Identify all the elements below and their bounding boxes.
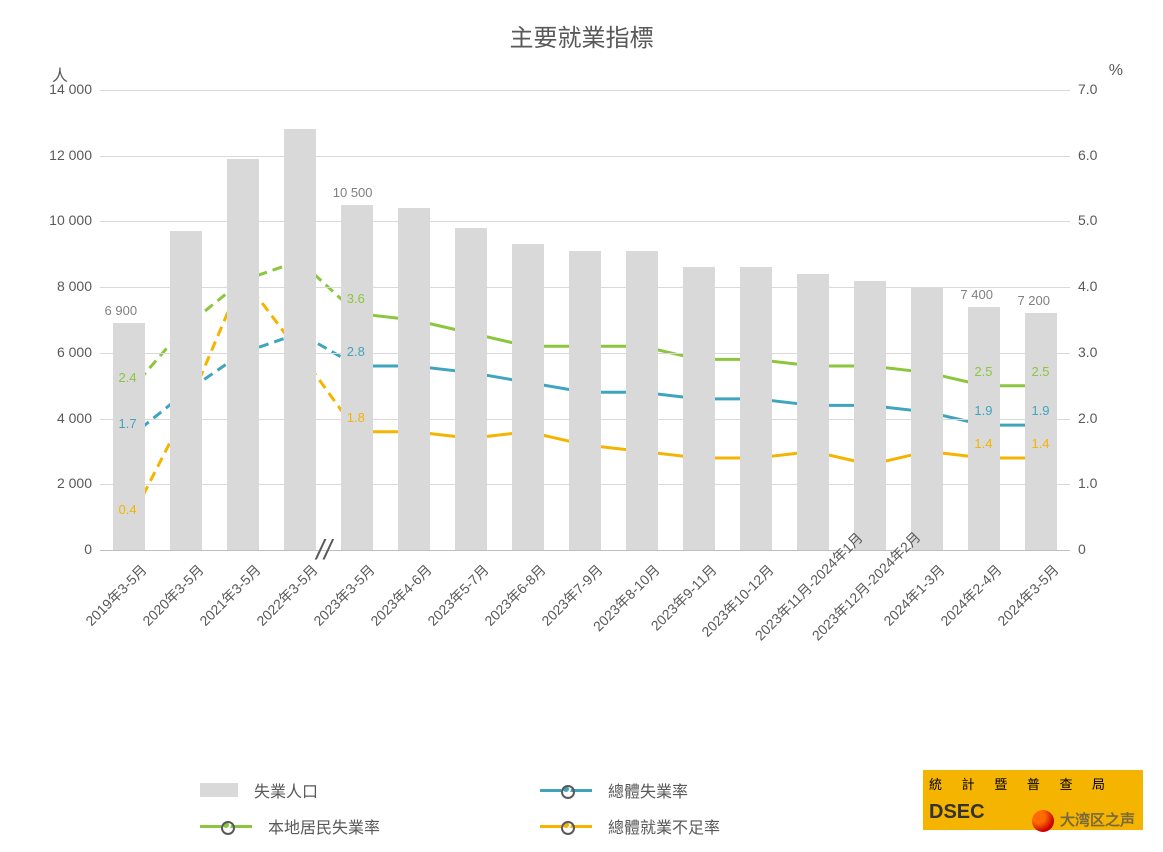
legend-item: 總體失業率 bbox=[540, 778, 820, 802]
y-left-tick: 10 000 bbox=[32, 212, 92, 228]
bar bbox=[797, 274, 829, 550]
watermark: 大湾区之声 bbox=[1032, 809, 1135, 832]
bar bbox=[455, 228, 487, 550]
line-value-label: 1.4 bbox=[974, 436, 992, 451]
plot-area: 02 0004 0006 0008 00010 00012 00014 0000… bbox=[100, 90, 1070, 550]
y-right-tick: 1.0 bbox=[1078, 475, 1128, 491]
y-left-tick: 12 000 bbox=[32, 147, 92, 163]
bar-value-label: 7 400 bbox=[960, 287, 993, 302]
legend-swatch-line bbox=[540, 789, 592, 792]
y-left-tick: 0 bbox=[32, 541, 92, 557]
y-right-tick: 0 bbox=[1078, 541, 1128, 557]
legend-marker-icon bbox=[221, 820, 231, 830]
legend-label: 本地居民失業率 bbox=[268, 814, 380, 838]
line-value-label: 2.5 bbox=[974, 364, 992, 379]
bar bbox=[569, 251, 601, 550]
y-left-tick: 14 000 bbox=[32, 81, 92, 97]
bar-value-label: 10 500 bbox=[333, 185, 373, 200]
bar bbox=[227, 159, 259, 550]
bar bbox=[911, 287, 943, 550]
line-value-label: 1.8 bbox=[347, 410, 365, 425]
legend-label: 總體就業不足率 bbox=[608, 814, 720, 838]
legend-marker-icon bbox=[561, 820, 571, 830]
legend-swatch-line bbox=[200, 825, 252, 828]
line-value-label: 1.9 bbox=[974, 403, 992, 418]
y-right-tick: 3.0 bbox=[1078, 344, 1128, 360]
legend-item: 總體就業不足率 bbox=[540, 814, 820, 838]
bar bbox=[683, 267, 715, 550]
bar bbox=[284, 129, 316, 550]
line-value-label: 2.8 bbox=[347, 344, 365, 359]
logo-top-text: 統 計 暨 普 查 局 bbox=[929, 774, 1137, 793]
bar bbox=[398, 208, 430, 550]
chart-container: 人 % 02 0004 0006 0008 00010 00012 00014 … bbox=[30, 60, 1133, 700]
bar-value-label: 7 200 bbox=[1017, 293, 1050, 308]
line-value-label: 2.5 bbox=[1031, 364, 1049, 379]
axis-break-mark: // bbox=[316, 534, 332, 566]
legend-label: 總體失業率 bbox=[608, 778, 688, 802]
bar bbox=[170, 231, 202, 550]
line-value-label: 0.4 bbox=[119, 502, 137, 517]
line-value-label: 2.4 bbox=[119, 370, 137, 385]
legend: 失業人口 總體失業率本地居民失業率 總體就業不足率 bbox=[150, 772, 870, 844]
legend-marker-icon bbox=[561, 784, 571, 794]
y-left-tick: 6 000 bbox=[32, 344, 92, 360]
bar-value-label: 6 900 bbox=[105, 303, 138, 318]
line-value-label: 1.4 bbox=[1031, 436, 1049, 451]
line-value-label: 3.6 bbox=[347, 291, 365, 306]
y-right-axis-label: % bbox=[1109, 62, 1123, 80]
weibo-icon bbox=[1032, 810, 1054, 832]
legend-swatch-bar bbox=[200, 783, 238, 797]
y-right-tick: 6.0 bbox=[1078, 147, 1128, 163]
bar bbox=[512, 244, 544, 550]
bar bbox=[854, 281, 886, 550]
legend-swatch-line bbox=[540, 825, 592, 828]
watermark-text: 大湾区之声 bbox=[1060, 812, 1135, 829]
bar bbox=[740, 267, 772, 550]
bar bbox=[1025, 313, 1057, 550]
gridline bbox=[100, 90, 1070, 91]
y-left-tick: 8 000 bbox=[32, 278, 92, 294]
y-left-tick: 2 000 bbox=[32, 475, 92, 491]
chart-title: 主要就業指標 bbox=[0, 0, 1163, 53]
gridline bbox=[100, 156, 1070, 157]
bar bbox=[968, 307, 1000, 550]
line-value-label: 1.7 bbox=[119, 416, 137, 431]
bar bbox=[626, 251, 658, 550]
legend-label: 失業人口 bbox=[254, 778, 318, 802]
line-value-label: 1.9 bbox=[1031, 403, 1049, 418]
y-right-tick: 2.0 bbox=[1078, 410, 1128, 426]
y-right-tick: 4.0 bbox=[1078, 278, 1128, 294]
x-axis-baseline bbox=[100, 550, 1070, 551]
legend-item: 本地居民失業率 bbox=[200, 814, 480, 838]
y-right-tick: 7.0 bbox=[1078, 81, 1128, 97]
y-right-tick: 5.0 bbox=[1078, 212, 1128, 228]
bar bbox=[341, 205, 373, 550]
y-left-tick: 4 000 bbox=[32, 410, 92, 426]
legend-item: 失業人口 bbox=[200, 778, 480, 802]
